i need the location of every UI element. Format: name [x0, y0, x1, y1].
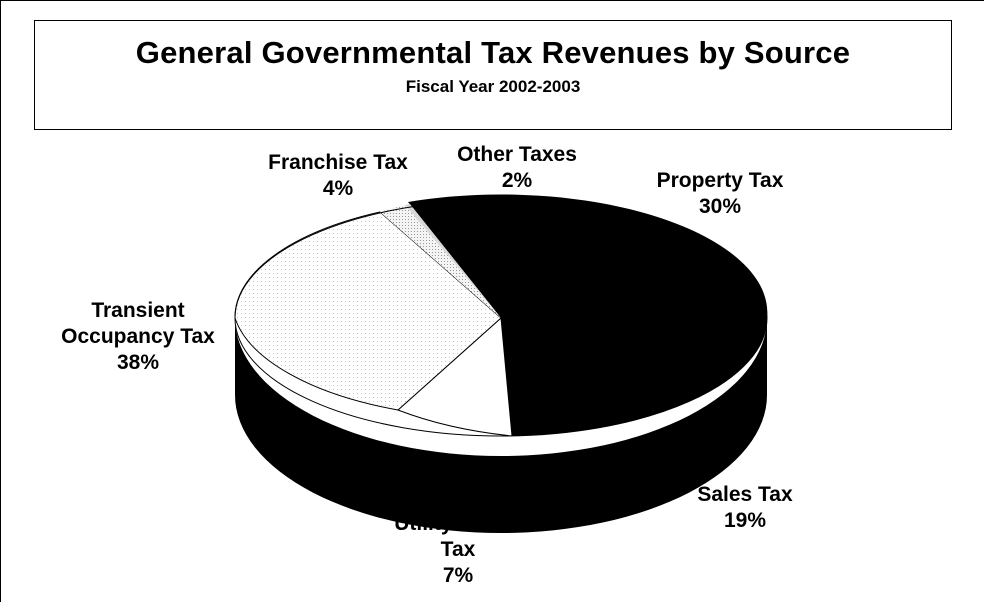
label-utility: Utility User's Tax 7%: [378, 511, 538, 589]
chart-subtitle: Fiscal Year 2002-2003: [405, 77, 581, 96]
chart-title: General Governmental Tax Revenues by Sou…: [135, 35, 851, 70]
label-utility-line1: Utility User's: [394, 512, 522, 535]
label-sales-name: Sales Tax: [697, 483, 793, 506]
pie-top-outline: [234, 199, 768, 437]
slice-franchise: [380, 205, 501, 318]
slice-other: [405, 204, 501, 318]
label-property: Property Tax 30%: [640, 168, 800, 220]
label-franchise-name: Franchise Tax: [268, 151, 408, 174]
label-utility-pct: 7%: [442, 564, 474, 587]
label-other-name: Other Taxes: [457, 143, 577, 166]
label-property-pct: 30%: [698, 195, 742, 218]
label-sales-pct: 19%: [723, 509, 767, 532]
label-sales: Sales Tax 19%: [670, 482, 820, 534]
label-transient: Transient Occupancy Tax 38%: [48, 298, 228, 376]
pie-side: [235, 318, 767, 533]
label-franchise: Franchise Tax 4%: [258, 150, 418, 202]
label-other-pct: 2%: [501, 169, 533, 192]
label-utility-line2: Tax: [440, 538, 476, 561]
label-property-name: Property Tax: [656, 169, 784, 192]
label-franchise-pct: 4%: [322, 177, 354, 200]
title-box: General Governmental Tax Revenues by Sou…: [34, 20, 952, 130]
label-transient-line1: Transient: [91, 299, 185, 322]
label-other: Other Taxes 2%: [440, 142, 594, 194]
label-transient-pct: 38%: [116, 351, 160, 374]
label-transient-line2: Occupancy Tax: [61, 325, 215, 348]
slice-property-sales: [408, 194, 768, 436]
